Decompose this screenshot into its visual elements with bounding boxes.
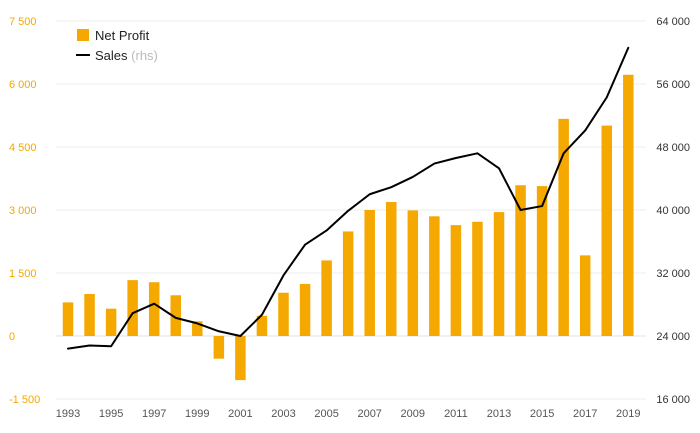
net-profit-bar — [105, 308, 117, 336]
net-profit-bars — [62, 74, 634, 381]
x-axis-tick-label: 1993 — [56, 408, 80, 420]
svg-text:Sales (rhs): Sales (rhs) — [95, 48, 158, 63]
legend: Net Profit Sales (rhs) — [76, 28, 158, 63]
right-axis-tick-label: 48 000 — [656, 142, 690, 154]
right-axis-tick-label: 16 000 — [656, 394, 690, 406]
net-profit-bar — [579, 255, 591, 336]
legend-label-sales-suffix: (rhs) — [131, 48, 158, 63]
net-profit-bar — [450, 225, 462, 336]
left-axis-tick-label: -1 500 — [9, 394, 40, 406]
x-axis-tick-label: 2011 — [444, 408, 468, 420]
net-profit-bar — [278, 292, 289, 336]
net-profit-bar — [623, 74, 634, 336]
net-profit-bar — [429, 216, 440, 336]
left-axis-tick-label: 0 — [9, 331, 15, 343]
right-axis-tick-label: 56 000 — [656, 79, 690, 91]
right-axis-tick-label: 64 000 — [656, 16, 690, 28]
net-profit-bar — [364, 210, 375, 336]
net-profit-bar — [127, 280, 138, 336]
net-profit-bar — [386, 202, 397, 336]
left-axis-tick-label: 3 000 — [9, 205, 37, 217]
net-profit-bar — [601, 125, 612, 336]
x-axis-tick-label: 2009 — [401, 408, 425, 420]
gridlines — [56, 20, 646, 400]
net-profit-bar — [558, 118, 569, 336]
left-axis-tick-label: 4 500 — [9, 142, 37, 154]
x-axis-tick-label: 1997 — [142, 408, 166, 420]
net-profit-bar — [84, 294, 95, 336]
x-axis-tick-label: 1995 — [99, 408, 123, 420]
legend-swatch-net-profit — [77, 29, 89, 41]
x-axis-ticks: 1993 1995 1997 1999 2001 2003 2005 2007 2009 2011… — [56, 408, 641, 420]
net-profit-bar — [148, 282, 160, 336]
net-profit-bar — [536, 186, 548, 336]
x-axis-tick-label: 2015 — [530, 408, 554, 420]
right-axis-ticks: 16 000 24 000 32 000 40 000 48 000 56 000 64 0… — [656, 16, 690, 406]
left-axis-tick-label: 1 500 — [9, 268, 37, 280]
x-axis-tick-label: 2007 — [357, 408, 381, 420]
net-profit-bar — [170, 295, 181, 336]
net-profit-bar — [256, 315, 268, 336]
x-axis-tick-label: 2017 — [573, 408, 597, 420]
net-profit-bar — [235, 336, 246, 381]
net-profit-bar — [472, 221, 483, 336]
net-profit-bar — [493, 212, 505, 336]
net-profit-bar — [407, 210, 419, 336]
net-profit-bar — [342, 231, 354, 336]
x-axis-tick-label: 2019 — [616, 408, 640, 420]
net-profit-bar — [192, 321, 203, 336]
x-axis-tick-label: 2003 — [271, 408, 295, 420]
sales-line — [67, 46, 630, 350]
right-axis-tick-label: 40 000 — [656, 205, 690, 217]
right-axis-tick-label: 24 000 — [656, 331, 690, 343]
left-axis-tick-label: 6 000 — [9, 79, 37, 91]
x-axis-tick-label: 2005 — [314, 408, 338, 420]
left-axis-ticks: -1 500 0 1 500 3 000 4 500 6 000 7 500 — [9, 16, 40, 406]
net-profit-bar — [213, 336, 225, 359]
x-axis-tick-label: 1999 — [185, 408, 209, 420]
net-profit-bar — [62, 302, 74, 336]
left-axis-tick-label: 7 500 — [9, 16, 37, 28]
x-axis-tick-label: 2001 — [228, 408, 252, 420]
legend-label-net-profit: Net Profit — [95, 28, 150, 43]
net-profit-bar — [321, 260, 332, 336]
net-profit-bar — [299, 283, 311, 336]
right-axis-tick-label: 32 000 — [656, 268, 690, 280]
net-profit-bar — [515, 185, 526, 336]
legend-label-sales: Sales — [95, 48, 128, 63]
sales-line-group — [67, 46, 630, 350]
x-axis-tick-label: 2013 — [487, 408, 511, 420]
